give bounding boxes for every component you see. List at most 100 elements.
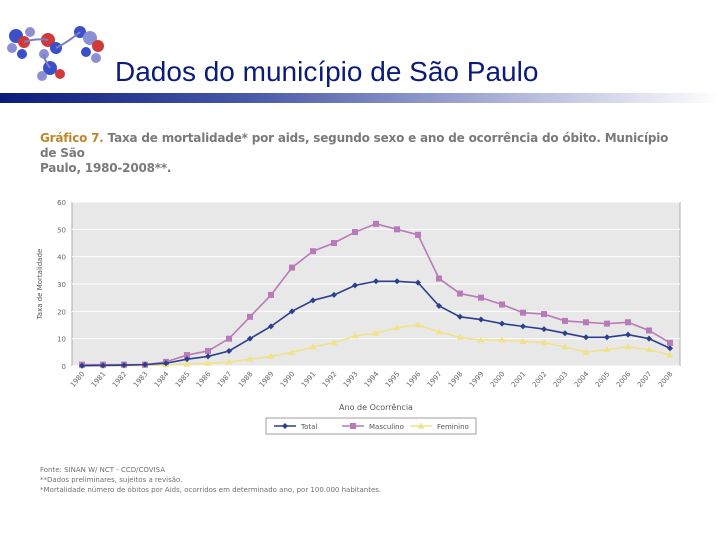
point-total xyxy=(394,278,400,285)
point-masculino xyxy=(436,275,442,282)
point-total xyxy=(226,347,232,354)
point-feminino xyxy=(330,339,338,346)
point-total xyxy=(331,291,337,298)
point-masculino xyxy=(205,347,211,354)
x-tick-label: 2006 xyxy=(615,370,633,389)
point-feminino xyxy=(372,329,380,336)
point-feminino xyxy=(225,358,233,365)
x-tick-label: 2001 xyxy=(510,370,528,389)
point-masculino xyxy=(583,319,589,326)
legend-marker-total xyxy=(282,423,288,429)
x-tick-label: 1994 xyxy=(363,370,381,389)
point-total xyxy=(100,362,106,369)
x-tick-label: 1982 xyxy=(111,370,129,389)
x-tick-label: 2005 xyxy=(594,370,612,389)
dna-molecule-logo xyxy=(7,26,104,81)
point-feminino xyxy=(267,352,275,359)
point-masculino xyxy=(541,311,547,318)
point-total xyxy=(436,302,442,309)
x-tick-label: 1999 xyxy=(468,370,486,389)
x-tick-label: 2007 xyxy=(636,370,654,389)
point-masculino xyxy=(373,220,379,227)
x-tick-label: 1995 xyxy=(384,370,402,389)
point-masculino xyxy=(478,294,484,301)
figure-notes: Fonte: SINAN W/ NCT - CCD/COVISA **Dados… xyxy=(40,465,381,495)
point-feminino xyxy=(624,343,632,350)
x-axis-label: Ano de Ocorrência xyxy=(339,402,413,412)
point-total xyxy=(583,334,589,341)
figure-caption-text-2: Paulo, 1980-2008**. xyxy=(40,161,172,175)
x-tick-label: 1990 xyxy=(279,370,297,389)
point-total xyxy=(79,362,85,369)
x-tick-label: 1987 xyxy=(216,370,234,389)
x-tick-label: 1993 xyxy=(342,370,360,389)
point-total xyxy=(247,335,253,342)
point-feminino xyxy=(477,336,485,343)
point-total xyxy=(205,353,211,360)
point-total xyxy=(184,356,190,363)
point-total xyxy=(289,308,295,315)
point-total xyxy=(646,335,652,342)
point-feminino xyxy=(582,348,590,355)
point-total xyxy=(562,330,568,337)
x-tick-label: 2000 xyxy=(489,370,507,389)
y-axis-label: Taxa de Mortalidade xyxy=(36,249,44,321)
point-total xyxy=(667,345,673,352)
x-tick-label: 1981 xyxy=(90,370,108,389)
legend-marker-masculino xyxy=(350,423,356,429)
legend-label-total: Total xyxy=(300,423,317,431)
point-masculino xyxy=(352,229,358,236)
x-tick-label: 1983 xyxy=(132,370,150,389)
legend-label-feminino: Feminino xyxy=(437,423,469,431)
legend-marker-feminino xyxy=(417,422,425,429)
x-tick-label: 2002 xyxy=(531,370,549,389)
figure-caption-number: Gráfico 7. xyxy=(40,131,104,145)
point-feminino xyxy=(666,351,674,358)
legend-label-masculino: Masculino xyxy=(369,423,404,431)
point-feminino xyxy=(414,321,422,328)
x-tick-label: 1986 xyxy=(195,370,213,389)
point-masculino xyxy=(562,317,568,324)
point-total xyxy=(499,320,505,327)
note-definition: *Mortalidade número de óbitos por Aids, … xyxy=(40,486,382,494)
point-total xyxy=(541,326,547,333)
note-preliminary: **Dados preliminares, sujeitos a revisão… xyxy=(40,476,183,484)
x-tick-label: 1992 xyxy=(321,370,339,389)
point-total xyxy=(163,360,169,367)
point-masculino xyxy=(646,327,652,334)
point-feminino xyxy=(183,360,191,367)
x-tick-label: 1984 xyxy=(153,370,171,389)
x-tick-label: 1996 xyxy=(405,370,423,389)
point-feminino xyxy=(645,346,653,353)
point-feminino xyxy=(603,346,611,353)
logo-cluster-right xyxy=(74,26,104,63)
point-masculino xyxy=(499,301,505,308)
x-tick-label: 2008 xyxy=(657,370,675,389)
x-tick-label: 1997 xyxy=(426,370,444,389)
point-feminino xyxy=(435,328,443,335)
title-underline xyxy=(0,93,720,103)
point-masculino xyxy=(268,291,274,298)
point-masculino xyxy=(331,240,337,246)
point-masculino xyxy=(226,335,232,342)
point-feminino xyxy=(519,337,527,344)
point-feminino xyxy=(393,324,401,331)
x-tick-label: 1988 xyxy=(237,370,255,389)
point-total xyxy=(625,331,631,338)
note-source: Fonte: SINAN W/ NCT - CCD/COVISA xyxy=(40,466,166,474)
point-total xyxy=(520,323,526,330)
point-masculino xyxy=(310,248,316,255)
y-tick-label: 40 xyxy=(57,254,66,262)
point-total xyxy=(478,316,484,323)
point-total xyxy=(310,297,316,304)
point-masculino xyxy=(415,231,421,238)
point-masculino xyxy=(289,264,295,271)
x-tick-label: 1998 xyxy=(447,370,465,389)
y-tick-label: 20 xyxy=(57,308,66,316)
point-total xyxy=(121,362,127,369)
point-masculino xyxy=(625,319,631,326)
y-tick-label: 30 xyxy=(57,281,66,289)
point-total xyxy=(142,361,148,368)
point-feminino xyxy=(246,355,254,362)
point-total xyxy=(415,279,421,286)
